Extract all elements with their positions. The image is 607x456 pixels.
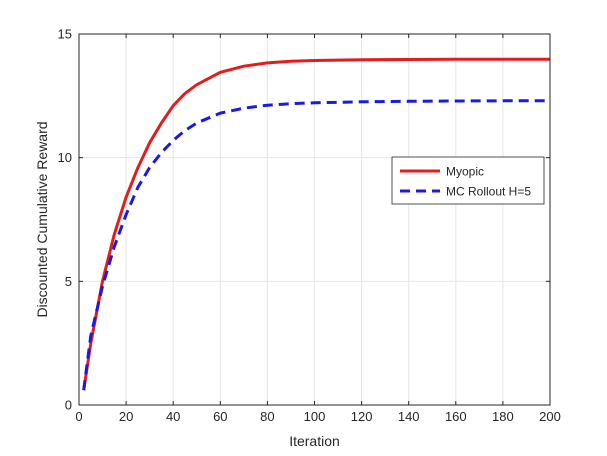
x-tick-label: 200 [539,409,561,424]
legend: Myopic MC Rollout H=5 [391,156,545,205]
plot-series [82,57,550,391]
y-tick-label: 10 [58,150,72,165]
x-tick-label: 160 [445,409,467,424]
x-tick-label: 80 [260,409,274,424]
y-axis-label: Discounted Cumulative Reward [34,121,50,317]
y-tick-label: 0 [65,398,72,413]
legend-box [391,156,545,205]
x-tick-label: 20 [119,409,133,424]
grid [78,33,551,406]
y-tick-label: 15 [58,27,72,42]
x-axis-label: Iteration [289,433,340,449]
x-tick-label: 120 [351,409,373,424]
axis-ticks: 0 20 40 60 80 100 120 140 160 180 200 0 5 10 15 [58,27,561,425]
legend-label: MC Rollout H=5 [446,185,531,199]
series-line-0 [82,57,550,391]
x-tick-label: 60 [213,409,227,424]
series-line-1 [82,99,550,391]
x-tick-label: 40 [166,409,180,424]
x-tick-label: 180 [492,409,514,424]
x-tick-label: 100 [304,409,326,424]
y-tick-label: 5 [65,274,72,289]
x-tick-label: 140 [398,409,420,424]
x-tick-label: 0 [75,409,82,424]
legend-label: Myopic [446,165,484,179]
